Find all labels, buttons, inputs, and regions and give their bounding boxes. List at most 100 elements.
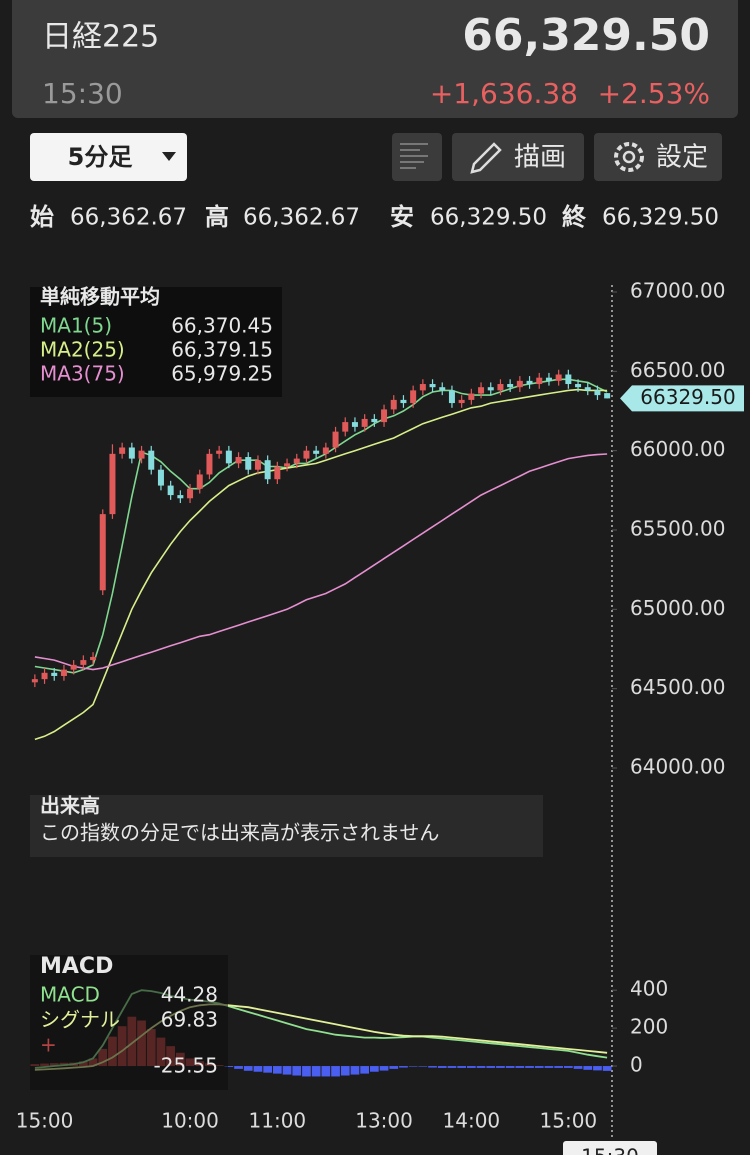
pencil-icon <box>470 142 502 174</box>
y-tick-label: 64000.00 <box>630 755 725 779</box>
histogram-bar <box>457 1066 467 1068</box>
interval-button[interactable]: 5分足 <box>30 133 187 181</box>
ohlc-label: 安 <box>390 203 414 231</box>
y-tick-label: 65500.00 <box>630 517 725 541</box>
histogram-bar <box>544 1066 554 1068</box>
candle-body <box>361 418 368 427</box>
candle-body <box>487 387 494 391</box>
legend-title: 単純移動平均 <box>40 285 160 309</box>
histogram-bar <box>331 1066 340 1077</box>
x-tick-label: 15:00 <box>16 1109 74 1133</box>
candle-body <box>584 387 591 391</box>
candle-body <box>322 447 329 454</box>
candle-body <box>138 450 145 459</box>
y-tick-label: 400 <box>630 977 668 1001</box>
candle-body <box>41 672 48 680</box>
y-tick-label: 0 <box>630 1053 643 1077</box>
draw-button[interactable]: 描画 <box>452 133 584 181</box>
dropdown-arrow <box>162 152 176 161</box>
candle-body <box>70 664 77 670</box>
legend-name: シグナル <box>40 1008 120 1032</box>
candle-body <box>109 453 116 515</box>
histogram-bar <box>428 1066 437 1068</box>
candle-body <box>196 474 203 489</box>
histogram-bar <box>563 1066 573 1068</box>
ma-line <box>34 378 608 674</box>
price-change: +1,636.38 <box>430 77 578 110</box>
settings-label: 設定 <box>656 143 708 173</box>
histogram-bar <box>505 1066 515 1068</box>
histogram-bar <box>602 1066 612 1071</box>
interval-label: 5分足 <box>68 143 133 171</box>
histogram-bar <box>573 1066 583 1069</box>
candle-body <box>274 466 281 480</box>
histogram-bar <box>282 1066 292 1075</box>
candle-body <box>264 460 271 480</box>
y-tick-label: 66500.00 <box>630 358 725 382</box>
candle-body <box>478 387 485 394</box>
histogram-bar <box>408 1066 418 1067</box>
histogram-bar <box>292 1066 302 1076</box>
volume-title: 出来高 <box>40 794 100 818</box>
candle-body <box>342 422 349 432</box>
candle-body <box>235 457 242 464</box>
legend-value: -25.55 <box>154 1054 218 1078</box>
histogram-bar <box>486 1066 496 1068</box>
macd-legend-box <box>30 955 228 1090</box>
candle-body <box>216 450 223 454</box>
last-price-label: 66329.50 <box>640 385 735 409</box>
ohlc-value: 66,329.50 <box>430 205 547 231</box>
candle-body <box>371 418 378 423</box>
histogram-bar <box>593 1066 602 1071</box>
legend-value: 66,379.15 <box>171 338 273 362</box>
histogram-bar <box>534 1066 544 1068</box>
histogram-bar <box>379 1066 389 1071</box>
last-price-tag <box>620 385 744 412</box>
draw-label: 描画 <box>514 143 566 173</box>
histogram-bar <box>418 1066 428 1067</box>
candle-body <box>313 450 320 454</box>
y-tick-label: 64500.00 <box>630 675 725 699</box>
ma-legend-box <box>30 287 282 397</box>
histogram-bar <box>253 1066 263 1072</box>
settings-button[interactable]: 設定 <box>594 133 722 181</box>
volume-message: この指数の分足では出来高が表示されません <box>40 821 439 845</box>
x-tick-label: 15:00 <box>540 1109 598 1133</box>
candle-body <box>536 377 543 385</box>
histogram-bar <box>263 1066 273 1073</box>
legend-name: MACD <box>40 983 100 1007</box>
y-tick-label: 200 <box>630 1015 668 1039</box>
index-name: 日経225 <box>42 20 159 55</box>
candle-body <box>80 660 87 665</box>
legend-value: 44.28 <box>161 983 218 1007</box>
gear-center <box>622 150 636 164</box>
legend-name: + <box>40 1033 57 1057</box>
candle-body <box>119 447 126 454</box>
histogram-bar <box>360 1066 370 1074</box>
candle-body <box>507 384 514 388</box>
candle-body <box>332 431 339 448</box>
histogram-bar <box>476 1066 486 1068</box>
candle-body <box>99 514 106 591</box>
candle-body <box>225 450 232 464</box>
price-change-pct: +2.53% <box>598 77 710 110</box>
legend-name: MA3(75) <box>40 362 125 386</box>
cursor-time-box <box>563 1141 657 1155</box>
ohlc-value: 66,362.67 <box>243 205 360 231</box>
legend-value: 66,370.45 <box>171 314 273 338</box>
legend-value: 65,979.25 <box>171 362 273 386</box>
quote-header <box>12 0 738 118</box>
candle-body <box>303 450 310 459</box>
candle-body <box>575 384 582 388</box>
histogram-bar <box>389 1066 399 1069</box>
histogram-bar <box>311 1066 321 1077</box>
ma-line <box>34 453 608 671</box>
candle-body <box>545 377 552 381</box>
ohlc-label: 終 <box>562 203 587 231</box>
last-price: 66,329.50 <box>462 10 710 61</box>
histogram-bar <box>399 1066 408 1068</box>
candle-body <box>157 469 164 486</box>
histogram-bar <box>224 1066 234 1067</box>
list-button[interactable] <box>392 133 442 181</box>
x-tick-label: 14:00 <box>443 1109 501 1133</box>
